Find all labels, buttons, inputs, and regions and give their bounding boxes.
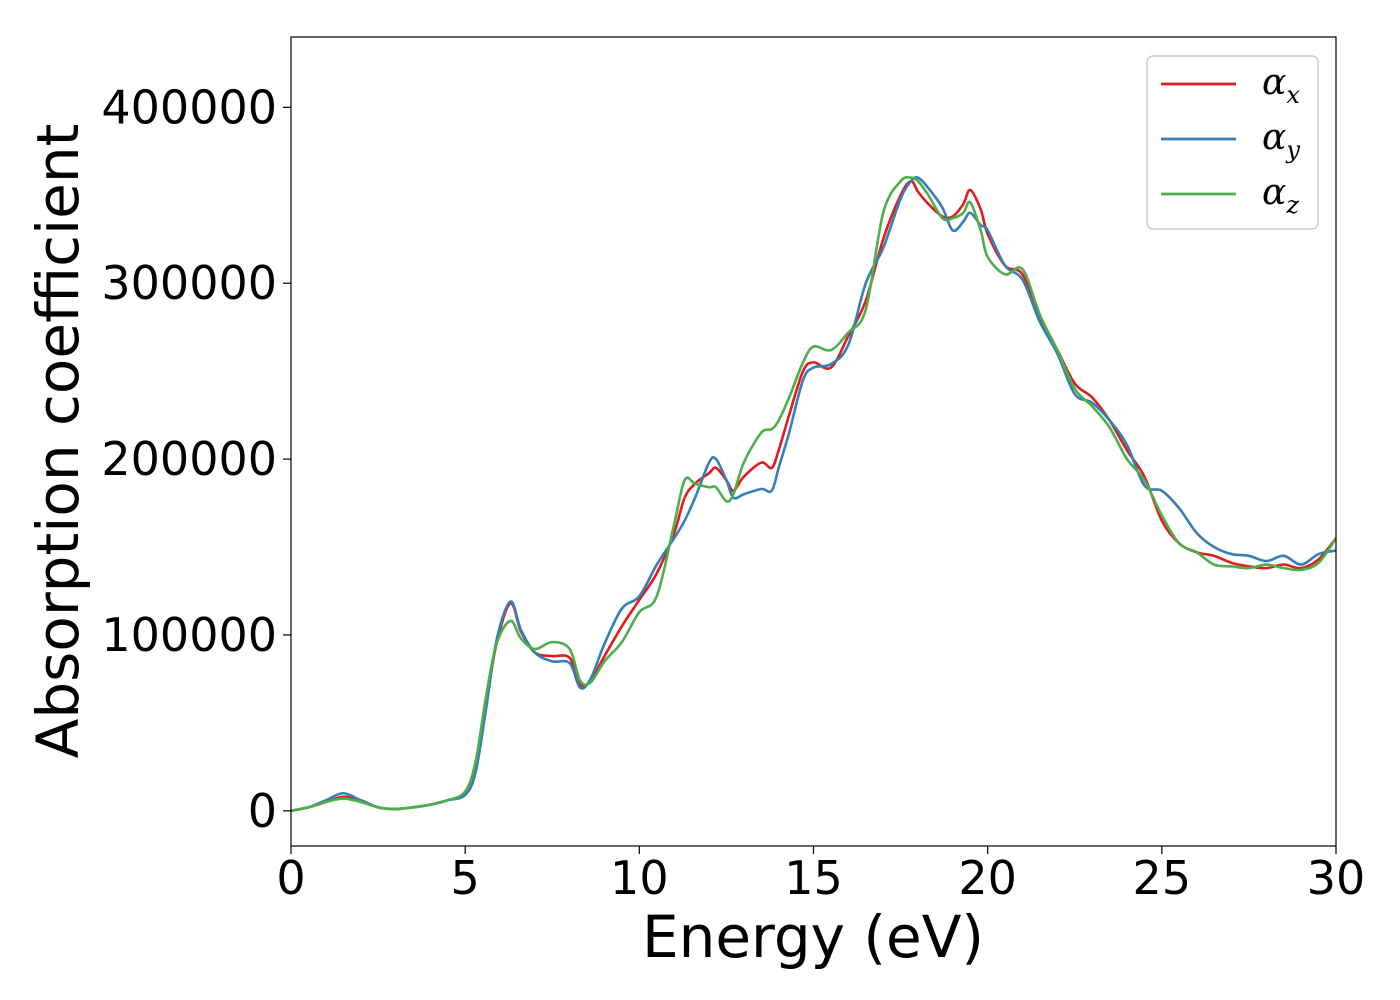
legend-box bbox=[1146, 55, 1319, 230]
y-tick-label: 0 bbox=[248, 784, 277, 838]
legend-label-subscript: x bbox=[1286, 81, 1300, 109]
legend-label-symbol: α bbox=[1262, 62, 1286, 103]
legend-label-subscript: z bbox=[1285, 191, 1299, 219]
x-tick-label: 25 bbox=[1133, 851, 1192, 905]
x-tick-label: 30 bbox=[1307, 851, 1366, 905]
legend-label-alpha-z: αz bbox=[1262, 172, 1299, 219]
x-axis-label: Energy (eV) bbox=[642, 903, 984, 971]
x-tick-label: 10 bbox=[610, 851, 669, 905]
legend-label-symbol: α bbox=[1262, 172, 1286, 213]
y-tick-label: 200000 bbox=[101, 432, 277, 486]
x-tick-label: 0 bbox=[276, 851, 305, 905]
series-layer bbox=[291, 175, 1336, 813]
x-tick-label: 5 bbox=[451, 851, 480, 905]
x-axis: 0 5 10 15 20 25 30 bbox=[276, 846, 1365, 905]
y-tick-label: 400000 bbox=[101, 80, 277, 134]
series-line-alpha-z bbox=[291, 175, 1336, 813]
series-line-alpha-y bbox=[291, 175, 1336, 813]
x-tick-label: 20 bbox=[958, 851, 1017, 905]
y-axis: 0 100000 200000 300000 400000 bbox=[101, 80, 291, 838]
legend-label-symbol: α bbox=[1262, 117, 1286, 158]
legend-label-alpha-x: αx bbox=[1262, 62, 1300, 109]
x-tick-label: 15 bbox=[784, 851, 843, 905]
legend-label-alpha-y: αy bbox=[1262, 117, 1300, 164]
legend-label-subscript: y bbox=[1285, 136, 1300, 164]
y-axis-label: Absorption coefficient bbox=[24, 124, 92, 759]
y-tick-label: 300000 bbox=[101, 256, 277, 310]
y-tick-label: 100000 bbox=[101, 608, 277, 662]
